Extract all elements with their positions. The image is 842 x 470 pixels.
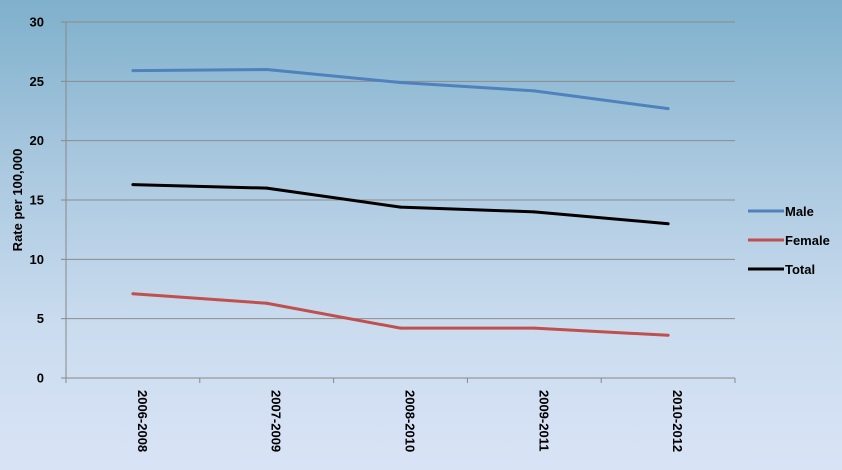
y-tick-label: 20 — [30, 133, 44, 148]
series-line-total — [132, 183, 669, 226]
data-point-total — [131, 183, 135, 187]
data-point-male — [532, 89, 536, 93]
legend-label-female: Female — [785, 233, 830, 248]
x-tick-labels: 2006-2008 2007-2009 2008-2010 2009-2011 2010… — [65, 378, 736, 452]
x-tick-label: 2006-2008 — [135, 390, 150, 452]
legend-label-male: Male — [785, 204, 814, 219]
series-lines — [131, 67, 670, 337]
y-tick-label: 25 — [30, 74, 44, 89]
x-tick-label: 2009-2011 — [536, 390, 551, 451]
y-axis-title: Rate per 100,000 — [10, 149, 25, 252]
data-point-female — [532, 326, 536, 330]
x-tick-label: 2007-2009 — [269, 390, 284, 452]
data-point-total — [399, 205, 402, 209]
y-tick-labels: 0 5 10 15 20 25 30 — [30, 15, 66, 386]
data-point-male — [265, 67, 269, 71]
data-point-male — [666, 107, 670, 111]
legend-label-total: Total — [785, 262, 815, 277]
data-point-female — [399, 326, 402, 330]
x-tick-label: 2010-2012 — [670, 390, 685, 452]
data-point-male — [131, 69, 135, 73]
data-point-total — [532, 210, 536, 214]
y-tick-label: 30 — [30, 15, 44, 30]
data-point-female — [666, 333, 670, 337]
y-tick-label: 15 — [30, 193, 44, 208]
legend: Male Female Total — [748, 204, 830, 277]
x-tick-label: 2008-2010 — [403, 390, 418, 452]
data-point-female — [131, 292, 135, 296]
gridlines — [66, 21, 735, 320]
data-point-total — [265, 186, 269, 190]
y-tick-label: 0 — [37, 371, 44, 386]
series-line-male — [132, 67, 669, 111]
y-tick-label: 10 — [30, 252, 44, 267]
data-point-total — [666, 222, 670, 226]
data-point-male — [399, 81, 402, 85]
y-tick-label: 5 — [37, 311, 44, 326]
data-point-female — [265, 301, 269, 305]
